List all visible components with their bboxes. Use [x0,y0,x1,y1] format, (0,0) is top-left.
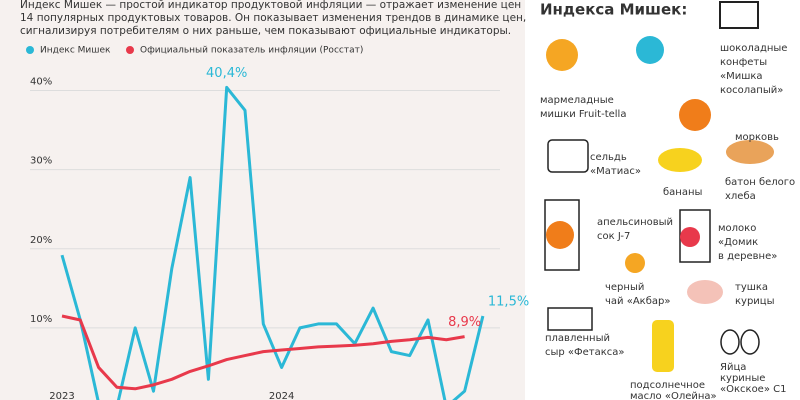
egg-icon [720,329,740,355]
item-label: конфеты [720,57,767,68]
tea-icon [625,253,645,273]
x-tick-label: 2023 [49,391,74,400]
value-label: 11,5% [488,295,529,310]
legend-label: Официальный показатель инфляции (Росстат… [140,46,363,56]
item-label: мармеладные [540,95,614,106]
item-label: сельдь [590,152,627,163]
y-tick-label: 10% [30,314,52,325]
banana-icon [658,148,702,172]
item-label: в деревне» [718,251,777,262]
chicken-icon [687,280,723,304]
item-label: бананы [663,187,702,198]
item-label: Яйца [720,362,746,373]
item-label: сыр «Фетакса» [545,347,625,358]
y-tick-label: 30% [30,156,52,167]
oil-icon [652,320,674,372]
y-tick-label: 40% [30,77,52,88]
item-label: батон белого [725,177,795,188]
item-label: апельсиновый [597,217,673,228]
series-line [60,85,485,400]
legend-swatch [26,46,34,54]
egg-icon [740,329,760,355]
description: Индекс Мишек — простой индикатор продукт… [20,0,521,11]
carrot-icon [679,99,711,131]
item-label: масло «Олейна» [630,391,717,400]
legend-label: Индекс Мишек [40,46,111,56]
item-label: «Окское» С1 [720,384,786,395]
item-label: тушка [735,282,768,293]
x-tick-label: 2024 [269,391,294,400]
series-line [61,314,465,391]
item-label: косолапый» [720,85,783,96]
juice-icon [544,199,580,271]
item-label: «Домик [718,237,758,248]
orange-icon [546,221,574,249]
cheese-icon [547,307,593,331]
y-tick-label: 20% [30,235,52,246]
item-label: морковь [735,132,779,143]
icons [544,1,774,372]
item-label: курицы [735,296,775,307]
item-label: мишки Fruit-tella [540,109,626,120]
chart-background [0,0,525,400]
value-label: 8,9% [448,315,481,330]
item-label: подсолнечное [630,380,705,391]
item-label: чай «Акбар» [605,296,670,307]
gummy-icon [546,39,578,71]
herring-icon [547,139,589,173]
value-label: 40,4% [206,66,247,81]
milk-dot [680,227,700,247]
item-label: «Мишка [720,71,763,82]
item-label: плавленный [545,333,610,344]
legend-swatch [126,46,134,54]
item-label: куриные [720,373,765,384]
milk-icon [679,209,711,263]
description: сигнализируя потребителям о них раньше, … [20,25,511,37]
bread-icon [726,140,774,164]
item-label: шоколадные [720,43,787,54]
candy-icon [636,36,664,64]
item-label: «Матиас» [590,166,641,177]
item-label: сок J-7 [597,231,630,242]
item-label: молоко [718,223,756,234]
item-label: хлеба [725,191,756,202]
item-label: черный [605,282,644,293]
panel-title: Индекса Мишек: [540,1,687,19]
description: 14 популярных продуктовых товаров. Он по… [20,12,526,24]
basket-icon [719,1,759,29]
